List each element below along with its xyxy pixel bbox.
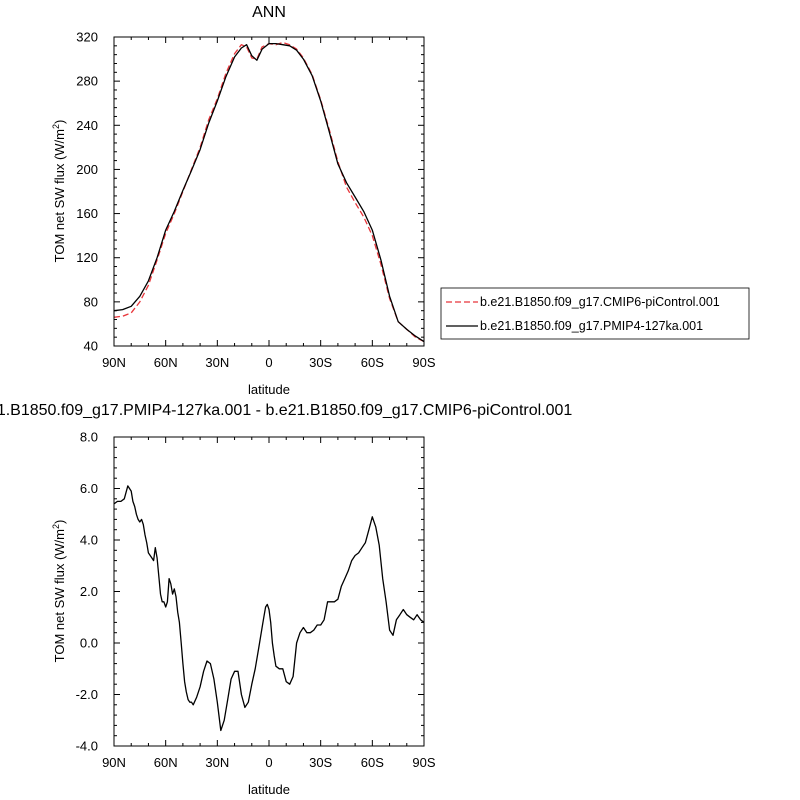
x-tick-label: 30N [205,755,229,770]
y-tick-label: 160 [76,206,98,221]
legend: b.e21.B1850.f09_g17.CMIP6-piControl.001 … [440,287,750,340]
x-tick-label: 0 [265,755,272,770]
y-tick-label: 120 [76,250,98,265]
y-tick-label: 0.0 [80,636,98,651]
series-line-1 [113,41,425,343]
top-chart-x-axis-label: latitude [248,382,290,397]
y-tick-label: 320 [76,30,98,45]
top-chart-y-axis-label: TOM net SW flux (W/m2) [51,120,67,263]
x-tick-label: 30S [309,755,332,770]
y-tick-label: 8.0 [80,430,98,445]
y-tick-label: 40 [84,339,98,354]
bottom-chart-ticks: 90N 60N 30N 0 30S 60S 90S -4.0 -2.0 0.0 2.0 4.0 6.0 8… [76,430,436,771]
legend-label-127ka: b.e21.B1850.f09_g17.PMIP4-127ka.001 [480,319,703,333]
bottom-chart-x-axis-label: latitude [248,782,290,797]
legend-label-picontrol: b.e21.B1850.f09_g17.CMIP6-piControl.001 [480,295,720,309]
y-tick-label: 2.0 [80,584,98,599]
bottom-chart-title: b.e21.B1850.f09_g17.PMIP4-127ka.001 - b.… [0,402,572,419]
x-tick-label: 60N [154,755,178,770]
bottom-chart-plot-frame [113,436,425,747]
legend-box [440,287,750,340]
y-tick-label: -2.0 [76,687,98,702]
top-chart-lines [113,41,425,343]
bottom-chart-y-axis-label: TOM net SW flux (W/m2) [51,520,67,663]
y-tick-label: 80 [84,294,98,309]
top-chart-plot-frame [113,36,425,347]
x-tick-label: 0 [265,355,272,370]
series-line-1 [113,485,425,732]
x-tick-label: 30S [309,355,332,370]
x-tick-label: 90N [102,355,126,370]
y-tick-label: 200 [76,162,98,177]
y-tick-label: 4.0 [80,533,98,548]
bottom-chart-panel: b.e21.B1850.f09_g17.PMIP4-127ka.001 - b.… [0,402,572,797]
bottom-chart-lines [113,485,425,732]
y-tick-label: 240 [76,118,98,133]
y-tick-label: -4.0 [76,739,98,754]
x-tick-label: 90S [412,355,435,370]
y-tick-label: 6.0 [80,481,98,496]
top-chart-ticks: 90N 60N 30N 0 30S 60S 90S 40 80 120 160 200 240 280 32… [76,30,436,371]
y-tick-label: 280 [76,74,98,89]
x-tick-label: 60S [361,755,384,770]
x-tick-label: 60S [361,355,384,370]
x-tick-label: 30N [205,355,229,370]
x-tick-label: 90S [412,755,435,770]
x-tick-label: 60N [154,355,178,370]
top-chart-panel: ANN latitude TOM net SW flux (W/m2) 90N 6… [51,4,436,397]
top-chart-title: ANN [252,4,286,21]
x-tick-label: 90N [102,755,126,770]
series-line-2 [113,42,425,343]
